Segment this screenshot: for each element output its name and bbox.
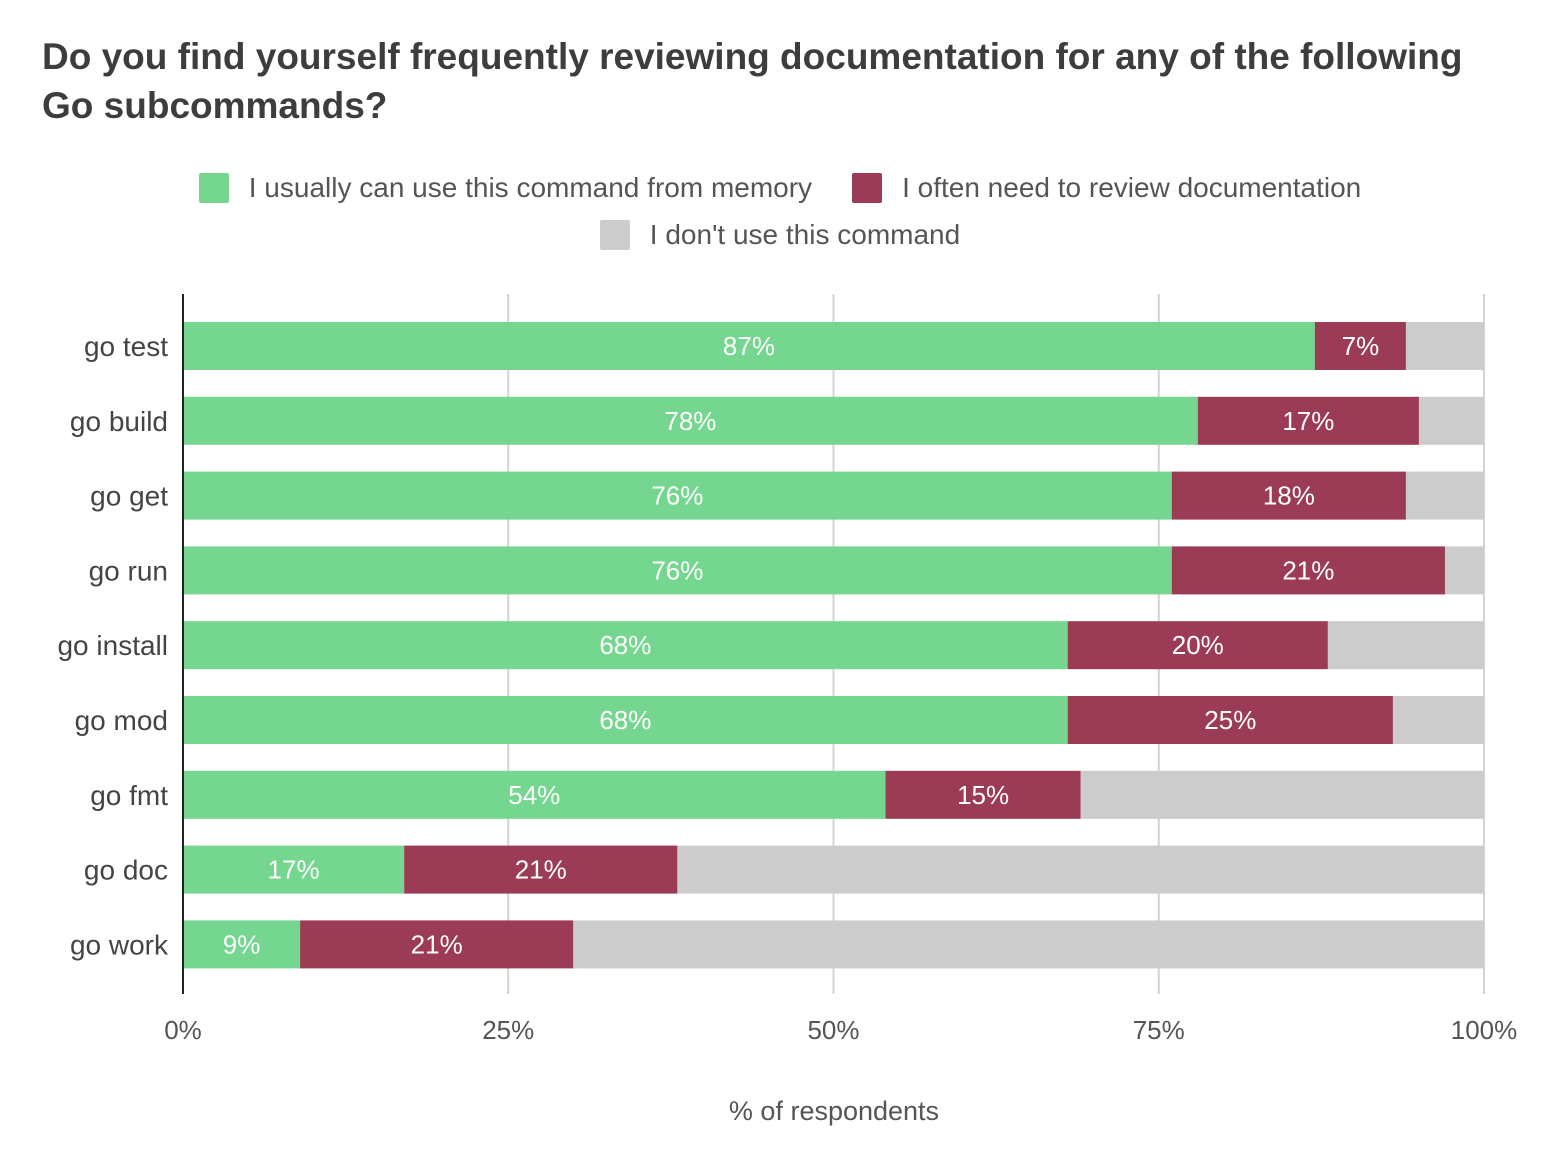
legend-swatch-memory bbox=[198, 173, 229, 203]
data-label: 21% bbox=[411, 929, 463, 959]
x-tick-label: 25% bbox=[482, 1015, 534, 1045]
data-label: 78% bbox=[664, 406, 716, 436]
category-label: go run bbox=[89, 555, 168, 586]
bar-segment bbox=[183, 396, 1198, 445]
legend-item-unused: I don't use this command bbox=[599, 219, 961, 251]
category-label: go mod bbox=[75, 705, 168, 736]
bar-segment bbox=[183, 696, 1068, 744]
legend-label-review: I often need to review documentation bbox=[902, 172, 1362, 203]
bar-segment bbox=[885, 770, 1081, 819]
legend-swatch-unused bbox=[599, 220, 630, 250]
data-label: 68% bbox=[599, 705, 651, 735]
bar-segment bbox=[183, 322, 1315, 370]
legend-label-memory: I usually can use this command from memo… bbox=[248, 172, 813, 203]
data-label: 68% bbox=[599, 630, 651, 660]
x-tick-label: 100% bbox=[1451, 1015, 1518, 1045]
bar-segment bbox=[1405, 471, 1484, 520]
category-label: go install bbox=[57, 630, 168, 661]
x-tick-label: 75% bbox=[1133, 1015, 1185, 1045]
bar-segment bbox=[573, 920, 1484, 969]
bar-segment bbox=[404, 845, 678, 894]
legend-item-review: I often need to review documentation bbox=[852, 172, 1361, 204]
bar-segment bbox=[183, 770, 886, 819]
category-label: go fmt bbox=[90, 780, 168, 811]
x-axis-title: % of respondents bbox=[729, 1096, 939, 1126]
data-label: 54% bbox=[508, 780, 560, 810]
data-label: 76% bbox=[651, 481, 703, 511]
bar-segment bbox=[1327, 621, 1484, 670]
bar-segment bbox=[1171, 471, 1406, 520]
data-label: 76% bbox=[651, 555, 703, 585]
legend-item-memory: I usually can use this command from memo… bbox=[198, 172, 813, 204]
category-label: go test bbox=[84, 331, 168, 362]
bar-segment bbox=[1080, 770, 1484, 819]
bar-segment bbox=[1171, 546, 1445, 595]
chart-title: Do you find yourself frequently reviewin… bbox=[42, 36, 1463, 126]
legend-swatch-review bbox=[852, 173, 883, 203]
bar-segment bbox=[1392, 696, 1484, 744]
data-label: 21% bbox=[515, 855, 567, 885]
bar-segment bbox=[1444, 546, 1484, 595]
category-label: go work bbox=[70, 929, 169, 960]
data-label: 21% bbox=[1282, 555, 1334, 585]
bar-segment bbox=[183, 546, 1172, 595]
data-label: 25% bbox=[1204, 705, 1256, 735]
data-label: 87% bbox=[723, 331, 775, 361]
category-label: go get bbox=[90, 481, 168, 512]
bar-segment bbox=[677, 845, 1484, 894]
x-tick-label: 0% bbox=[164, 1015, 202, 1045]
legend-label-unused: I don't use this command bbox=[649, 219, 961, 250]
data-label: 15% bbox=[957, 780, 1009, 810]
bar-segment bbox=[1405, 322, 1484, 370]
bar-segment bbox=[1067, 621, 1328, 670]
bar-segment bbox=[183, 621, 1068, 670]
bar-segment bbox=[1197, 396, 1419, 445]
bar-segment bbox=[1067, 696, 1393, 744]
legend: I usually can use this command from memo… bbox=[0, 168, 1560, 208]
x-tick-label: 50% bbox=[807, 1015, 859, 1045]
data-label: 9% bbox=[223, 929, 261, 959]
category-label: go doc bbox=[84, 855, 168, 886]
bar-segment bbox=[1314, 322, 1406, 370]
data-label: 20% bbox=[1172, 630, 1224, 660]
data-label: 17% bbox=[268, 855, 320, 885]
bar-segment bbox=[183, 471, 1172, 520]
bar-segment bbox=[183, 845, 405, 894]
category-label: go build bbox=[70, 406, 168, 437]
data-label: 18% bbox=[1263, 481, 1315, 511]
bar-segment bbox=[183, 920, 301, 969]
bar-segment bbox=[300, 920, 574, 969]
data-label: 17% bbox=[1282, 406, 1334, 436]
data-label: 7% bbox=[1342, 331, 1380, 361]
bar-segment bbox=[1418, 396, 1484, 445]
legend-second-row: I don't use this command bbox=[0, 215, 1560, 255]
